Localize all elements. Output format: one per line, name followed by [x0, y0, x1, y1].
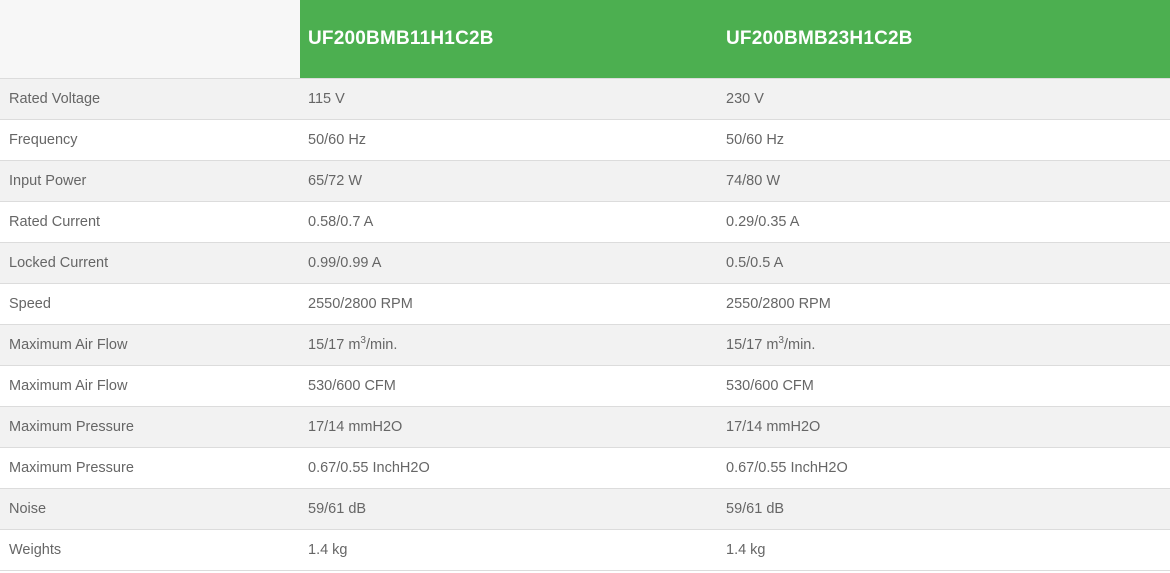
spec-value-model-2: 74/80 W — [718, 160, 1170, 202]
spec-value-model-2: 2550/2800 RPM — [718, 283, 1170, 325]
value-text: 530/600 CFM — [726, 378, 814, 394]
spec-label: Weights — [0, 529, 300, 571]
spec-value-model-2: 230 V — [718, 78, 1170, 120]
spec-label: Speed — [0, 283, 300, 325]
spec-label: Frequency — [0, 119, 300, 161]
table-row: Rated Voltage 115 V 230 V — [0, 78, 1170, 120]
header-model-1: UF200BMB11H1C2B — [300, 0, 718, 79]
value-text: 0.58/0.7 A — [308, 214, 374, 230]
value-text: 50/60 Hz — [726, 132, 785, 148]
table-row: Maximum Pressure 17/14 mmH2O 17/14 mmH2O — [0, 406, 1170, 448]
spec-label: Noise — [0, 488, 300, 530]
table-row: Maximum Pressure 0.67/0.55 InchH2O 0.67/0.… — [0, 447, 1170, 489]
table-row: Frequency 50/60 Hz 50/60 Hz — [0, 119, 1170, 161]
spec-value-model-1: 15/17 m3/min. — [300, 324, 718, 366]
header-blank-cell — [0, 0, 300, 79]
spec-label: Maximum Pressure — [0, 447, 300, 489]
table-row: Maximum Air Flow 530/600 CFM 530/600 CFM — [0, 365, 1170, 407]
spec-value-model-2: 50/60 Hz — [718, 119, 1170, 161]
table-row: Maximum Air Flow 15/17 m3/min. 15/17 m3/mi… — [0, 324, 1170, 366]
value-text: 15/17 m — [726, 337, 779, 353]
spec-value-model-2: 0.5/0.5 A — [718, 242, 1170, 284]
value-text: 1.4 kg — [308, 542, 348, 558]
table-row: Weights 1.4 kg 1.4 kg — [0, 529, 1170, 571]
spec-value-model-1: 2550/2800 RPM — [300, 283, 718, 325]
spec-value-model-1: 1.4 kg — [300, 529, 718, 571]
value-text: 74/80 W — [726, 173, 780, 189]
spec-value-model-1: 65/72 W — [300, 160, 718, 202]
spec-value-model-1: 0.99/0.99 A — [300, 242, 718, 284]
spec-label: Maximum Air Flow — [0, 324, 300, 366]
spec-label: Rated Voltage — [0, 78, 300, 120]
spec-value-model-2: 0.29/0.35 A — [718, 201, 1170, 243]
value-text: 0.67/0.55 InchH2O — [308, 460, 430, 476]
value-superscript: 3 — [778, 335, 784, 347]
table-row: Locked Current 0.99/0.99 A 0.5/0.5 A — [0, 242, 1170, 284]
value-suffix: /min. — [783, 337, 816, 353]
spec-value-model-2: 15/17 m3/min. — [718, 324, 1170, 366]
value-text: 0.5/0.5 A — [726, 255, 784, 271]
header-row: UF200BMB11H1C2B UF200BMB23H1C2B — [0, 0, 1170, 79]
header-model-2: UF200BMB23H1C2B — [718, 0, 1170, 79]
spec-value-model-2: 1.4 kg — [718, 529, 1170, 571]
table-row: Rated Current 0.58/0.7 A 0.29/0.35 A — [0, 201, 1170, 243]
spec-value-model-1: 17/14 mmH2O — [300, 406, 718, 448]
value-text: 15/17 m — [308, 337, 361, 353]
spec-label: Input Power — [0, 160, 300, 202]
value-text: 0.67/0.55 InchH2O — [726, 460, 848, 476]
value-text: 115 V — [308, 91, 345, 107]
spec-value-model-1: 115 V — [300, 78, 718, 120]
spec-label: Rated Current — [0, 201, 300, 243]
value-text: 0.29/0.35 A — [726, 214, 800, 230]
value-text: 2550/2800 RPM — [726, 296, 831, 312]
spec-value-model-1: 0.67/0.55 InchH2O — [300, 447, 718, 489]
table-row: Noise 59/61 dB 59/61 dB — [0, 488, 1170, 530]
table-body: Rated Voltage 115 V 230 V Frequency 50/60 Hz… — [0, 78, 1170, 571]
value-text: 0.99/0.99 A — [308, 255, 382, 271]
spec-label: Maximum Pressure — [0, 406, 300, 448]
spec-label: Locked Current — [0, 242, 300, 284]
value-text: 59/61 dB — [726, 501, 785, 517]
value-text: 17/14 mmH2O — [726, 419, 821, 435]
spec-value-model-2: 0.67/0.55 InchH2O — [718, 447, 1170, 489]
value-superscript: 3 — [360, 335, 366, 347]
value-text: 230 V — [726, 91, 764, 107]
value-suffix: /min. — [365, 337, 398, 353]
value-text: 50/60 Hz — [308, 132, 367, 148]
spec-value-model-2: 59/61 dB — [718, 488, 1170, 530]
spec-value-model-2: 17/14 mmH2O — [718, 406, 1170, 448]
value-text: 17/14 mmH2O — [308, 419, 403, 435]
table-row: Speed 2550/2800 RPM 2550/2800 RPM — [0, 283, 1170, 325]
spec-value-model-1: 530/600 CFM — [300, 365, 718, 407]
value-text: 1.4 kg — [726, 542, 766, 558]
spec-label: Maximum Air Flow — [0, 365, 300, 407]
spec-value-model-1: 50/60 Hz — [300, 119, 718, 161]
value-text: 59/61 dB — [308, 501, 367, 517]
spec-value-model-1: 0.58/0.7 A — [300, 201, 718, 243]
spec-value-model-2: 530/600 CFM — [718, 365, 1170, 407]
value-text: 65/72 W — [308, 173, 362, 189]
value-text: 2550/2800 RPM — [308, 296, 413, 312]
value-text: 530/600 CFM — [308, 378, 396, 394]
spec-value-model-1: 59/61 dB — [300, 488, 718, 530]
table-row: Input Power 65/72 W 74/80 W — [0, 160, 1170, 202]
